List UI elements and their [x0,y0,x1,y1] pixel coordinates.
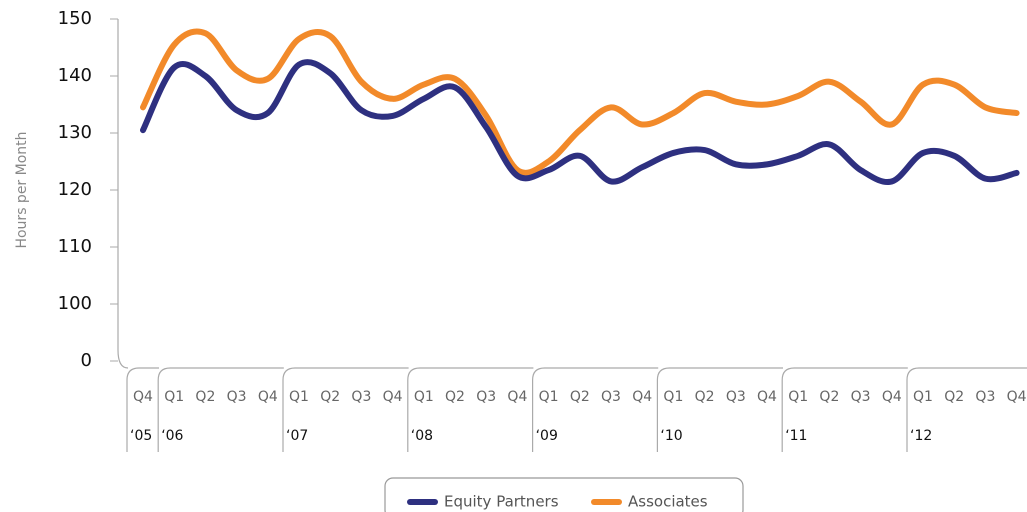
x-tick-label: Q1 [663,389,683,405]
series-line [140,28,1020,176]
series-line [140,59,1020,186]
x-tick-label: Q1 [414,389,434,405]
x-tick-label: Q2 [195,389,215,405]
x-tick-label: Q1 [788,389,808,405]
year-bracket [282,367,409,452]
year-bracket [656,367,783,452]
y-tick-label: 150 [58,8,92,29]
x-tick-label: Q3 [601,389,621,405]
year-bracket [781,367,908,452]
y-tick-label: 110 [58,236,92,257]
x-tick-label: Q4 [383,389,403,405]
x-tick-label: Q2 [570,389,590,405]
x-tick-label: Q3 [975,389,995,405]
x-tick-label: Q3 [227,389,247,405]
x-tick-label: Q1 [164,389,184,405]
y-tick-label: 120 [58,179,92,200]
year-bracket [157,367,284,452]
x-tick-label: Q4 [632,389,652,405]
x-tick-label: Q2 [944,389,964,405]
x-tick-label: Q3 [851,389,871,405]
x-tick-label: Q1 [539,389,559,405]
year-label: ‘09 [536,428,558,444]
legend-label: Associates [628,493,708,511]
x-tick-label: Q1 [289,389,309,405]
x-tick-label: Q4 [133,389,153,405]
x-tick-label: Q3 [351,389,371,405]
x-tick-label: Q3 [476,389,496,405]
x-tick-label: Q4 [507,389,527,405]
x-tick-label: Q3 [726,389,746,405]
y-tick-label: 100 [58,293,92,314]
y-tick-label: 140 [58,65,92,86]
year-label: ‘07 [286,428,308,444]
year-label: ‘05 [130,428,152,444]
x-tick-label: Q2 [695,389,715,405]
y-tick-label: 0 [81,350,92,371]
legend-label: Equity Partners [444,493,559,511]
year-label: ‘11 [785,428,807,444]
x-tick-label: Q4 [757,389,777,405]
year-label: ‘12 [910,428,932,444]
x-tick-label: Q2 [320,389,340,405]
year-label: ‘10 [660,428,682,444]
y-axis-label: Hours per Month [14,131,30,248]
x-tick-label: Q4 [1007,389,1027,405]
year-label: ‘08 [411,428,433,444]
x-tick-label: Q1 [913,389,933,405]
year-label: ‘06 [161,428,183,444]
year-bracket [906,367,1027,452]
x-tick-label: Q2 [445,389,465,405]
year-bracket [407,367,534,452]
year-bracket [532,367,659,452]
x-tick-label: Q4 [882,389,902,405]
y-tick-label: 130 [58,122,92,143]
legend-box [384,477,744,512]
year-bracket [126,367,159,452]
x-tick-label: Q4 [258,389,278,405]
y-axis [117,19,129,369]
x-tick-label: Q2 [819,389,839,405]
